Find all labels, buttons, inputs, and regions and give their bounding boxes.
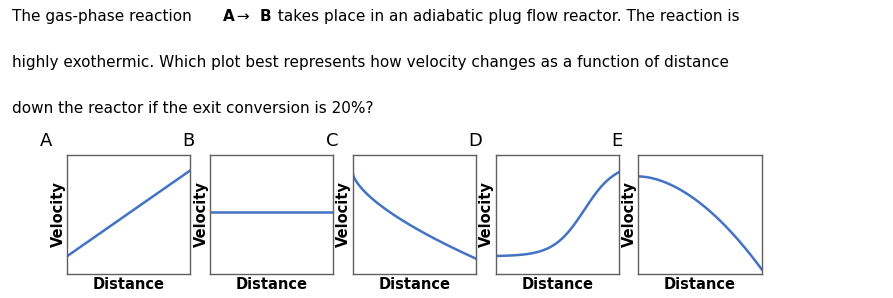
Y-axis label: Velocity: Velocity [194,181,208,248]
Text: B: B [183,132,195,150]
Text: E: E [612,132,622,150]
Text: A: A [222,9,235,24]
Y-axis label: Velocity: Velocity [51,181,65,248]
Text: →: → [232,9,255,24]
Y-axis label: Velocity: Velocity [622,181,637,248]
Text: The gas-phase reaction: The gas-phase reaction [12,9,196,24]
Text: highly exothermic. Which plot best represents how velocity changes as a function: highly exothermic. Which plot best repre… [12,55,729,70]
Text: takes place in an adiabatic plug flow reactor. The reaction is: takes place in an adiabatic plug flow re… [273,9,740,24]
Y-axis label: Velocity: Velocity [337,181,351,248]
Text: D: D [469,132,482,150]
Text: B: B [260,9,271,24]
X-axis label: Distance: Distance [379,277,450,292]
X-axis label: Distance: Distance [93,277,164,292]
X-axis label: Distance: Distance [236,277,307,292]
Text: A: A [40,132,52,150]
Y-axis label: Velocity: Velocity [480,181,494,248]
X-axis label: Distance: Distance [664,277,736,292]
X-axis label: Distance: Distance [522,277,593,292]
Text: down the reactor if the exit conversion is 20%?: down the reactor if the exit conversion … [12,101,373,116]
Text: C: C [326,132,338,150]
